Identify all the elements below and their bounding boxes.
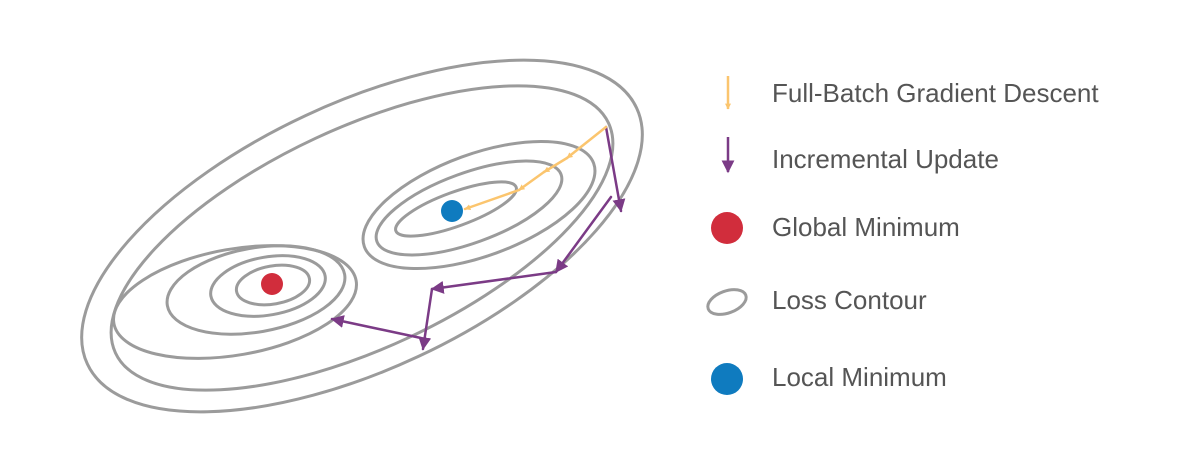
full-batch-path xyxy=(463,125,608,211)
full-batch-step-3 xyxy=(517,170,546,192)
local-basin-contour-2 xyxy=(374,159,564,257)
legend-label-global-minimum: Global Minimum xyxy=(772,212,960,242)
outer-contour-1 xyxy=(80,58,644,414)
contour-ellipse-icon xyxy=(706,288,748,316)
global-basin-contour-1 xyxy=(112,244,358,360)
legend-item-global-minimum: Global Minimum xyxy=(711,212,960,244)
global-basin-contour-4 xyxy=(234,263,312,307)
global-basin-contour-3 xyxy=(209,254,327,318)
incremental-step-4 xyxy=(418,287,434,351)
legend-item-loss-contour: Loss Contour xyxy=(706,285,927,316)
incremental-step-2 xyxy=(554,195,613,274)
global-basin-contour-2 xyxy=(165,244,347,336)
loss-contours xyxy=(80,58,644,414)
red-dot-icon xyxy=(711,212,743,244)
legend-item-full-batch: Full-Batch Gradient Descent xyxy=(725,76,1099,110)
legend-label-loss-contour: Loss Contour xyxy=(772,285,927,315)
blue-dot-icon xyxy=(711,363,743,395)
incremental-path xyxy=(330,125,626,351)
legend-item-incremental: Incremental Update xyxy=(721,137,999,174)
outer-contour-2 xyxy=(109,84,615,392)
full-batch-step-1 xyxy=(565,125,608,160)
incremental-step-3 xyxy=(430,270,558,294)
incremental-step-1 xyxy=(604,125,626,213)
local-basin-contour-3 xyxy=(394,180,518,238)
legend: Full-Batch Gradient Descent Incremental … xyxy=(706,76,1099,395)
legend-label-local-minimum: Local Minimum xyxy=(772,362,947,392)
legend-label-full-batch: Full-Batch Gradient Descent xyxy=(772,78,1099,108)
legend-item-local-minimum: Local Minimum xyxy=(711,362,947,395)
full-batch-step-2 xyxy=(542,156,569,174)
incremental-step-5 xyxy=(330,315,423,340)
full-batch-step-4 xyxy=(463,188,521,211)
legend-label-incremental: Incremental Update xyxy=(772,144,999,174)
local-basin-contour-1 xyxy=(361,139,597,271)
local-minimum-point xyxy=(441,200,463,222)
global-minimum-point xyxy=(261,273,283,295)
